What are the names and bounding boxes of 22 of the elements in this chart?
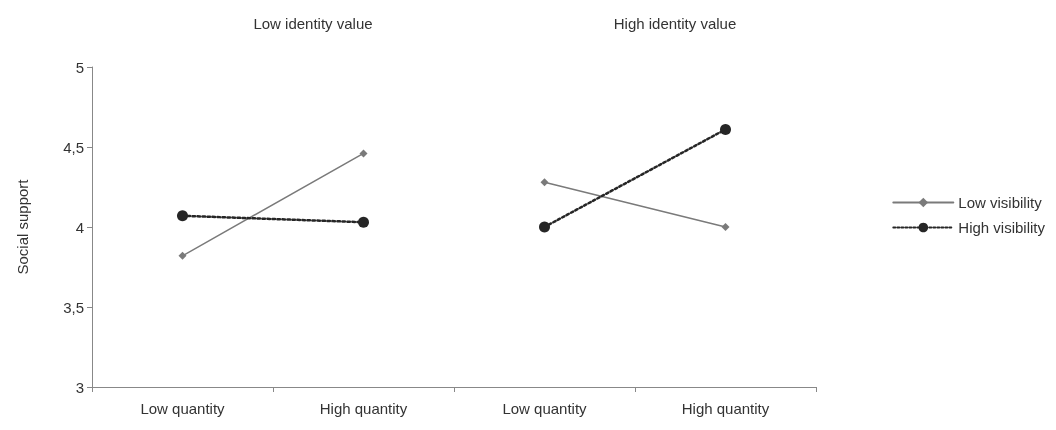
x-tick-label: Low quantity xyxy=(140,400,226,417)
y-axis-title: Social support xyxy=(14,178,31,275)
x-tick-label: High quantity xyxy=(681,400,770,417)
y-tick-label: 3,5 xyxy=(63,298,84,316)
legend-label: Low visibility xyxy=(958,194,1043,211)
text: Low identity value xyxy=(253,15,373,32)
y-tick-label: 5 xyxy=(75,58,84,76)
text: High identity value xyxy=(613,15,737,32)
x-tick-label: High quantity xyxy=(319,400,408,417)
y-tick-label: 4,5 xyxy=(63,138,84,156)
y-tick-label: 4 xyxy=(75,218,84,236)
point xyxy=(359,149,368,158)
x-tick-label: Low quantity xyxy=(502,400,588,417)
point xyxy=(178,251,187,260)
y-tick-label: 3 xyxy=(75,378,84,396)
point xyxy=(539,221,550,233)
point xyxy=(177,210,188,222)
point xyxy=(540,178,549,187)
point xyxy=(358,216,369,228)
point xyxy=(721,223,730,231)
legend-label: High visibility xyxy=(958,219,1046,236)
point xyxy=(720,123,731,135)
